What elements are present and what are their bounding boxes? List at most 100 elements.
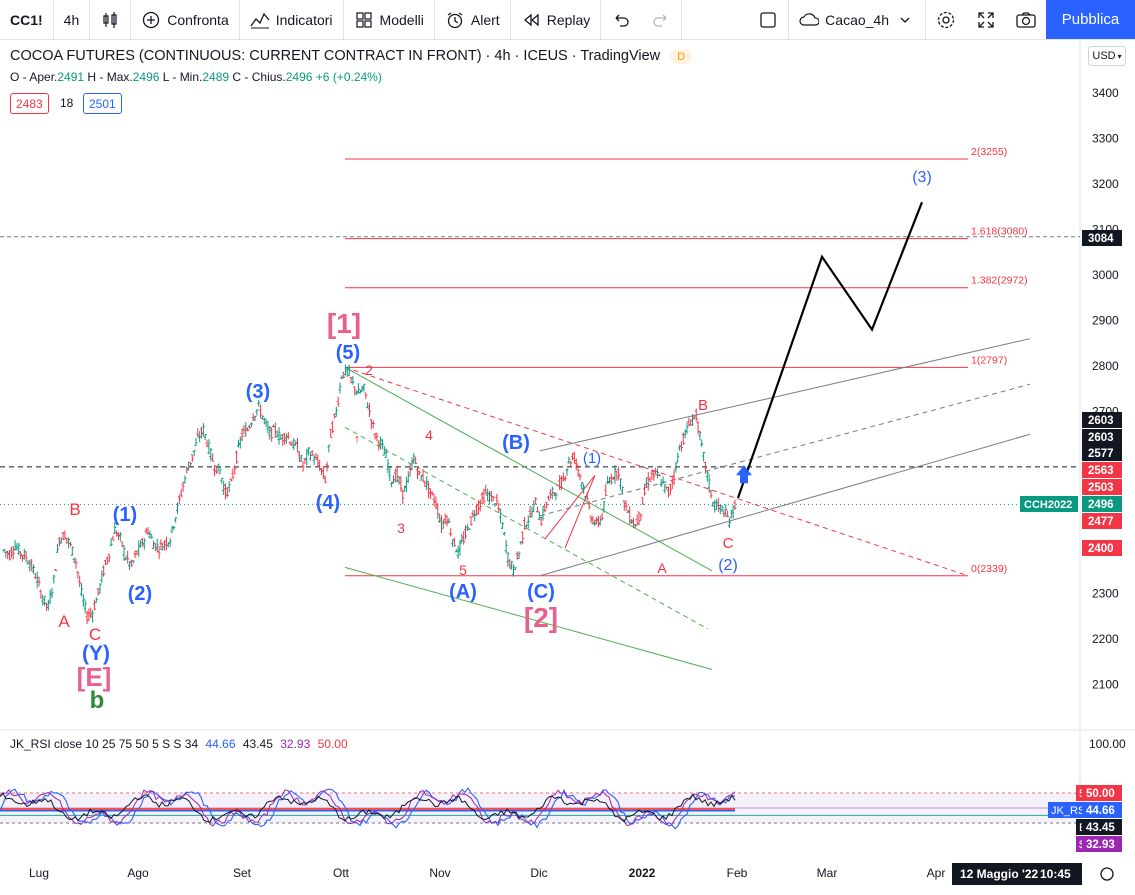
compare-button[interactable]: Confronta bbox=[131, 0, 240, 40]
wave-label: (4) bbox=[316, 492, 340, 514]
channel-line-green bbox=[344, 366, 713, 572]
plus-circle-icon bbox=[141, 10, 161, 30]
wave-label: (1) bbox=[113, 504, 137, 526]
price-tick-label: 3300 bbox=[1092, 132, 1119, 146]
price-tick-label: 2800 bbox=[1092, 359, 1119, 373]
wave-label: 4 bbox=[425, 427, 433, 443]
time-tick-label: Ott bbox=[333, 866, 350, 880]
fib-level-label: 1(2797) bbox=[971, 354, 1007, 366]
layout-name: Cacao_4h bbox=[825, 11, 889, 28]
wave-label: (2) bbox=[718, 557, 738, 574]
rsi-value-3: 32.93 bbox=[280, 737, 311, 751]
redo-button[interactable] bbox=[641, 0, 683, 40]
wave-label: (2) bbox=[128, 583, 152, 605]
price-badge-label: 3084 bbox=[1088, 233, 1114, 245]
compare-label: Confronta bbox=[167, 11, 229, 28]
top-toolbar: CC1! 4h Confronta Indicatori Modelli Ale… bbox=[0, 0, 1135, 40]
price-badge bbox=[1082, 230, 1122, 246]
settings-button[interactable] bbox=[926, 0, 966, 40]
publish-button[interactable]: Pubblica bbox=[1046, 0, 1135, 39]
wave-label: [E] bbox=[77, 662, 112, 692]
replay-button[interactable]: Replay bbox=[511, 0, 602, 40]
price-badge bbox=[1082, 412, 1122, 428]
fib-level-label: 1.382(2972) bbox=[971, 275, 1028, 287]
wave-label: A bbox=[58, 612, 70, 631]
snapshot-button[interactable] bbox=[1006, 0, 1046, 40]
close-value: 2496 bbox=[285, 70, 313, 84]
chart-type-button[interactable] bbox=[90, 0, 132, 40]
ohlc-values: O - Aper.2491 H - Max.2496 L - Min.2489 … bbox=[10, 70, 692, 84]
rsi-line-purple bbox=[0, 789, 736, 827]
currency-label: USD bbox=[1092, 50, 1116, 62]
time-cursor-label: 12 Maggio '22 bbox=[960, 867, 1039, 881]
main-pane-bg bbox=[0, 40, 1080, 730]
price-tick-label: 3400 bbox=[1092, 86, 1119, 100]
time-tick-label: Feb bbox=[727, 866, 748, 880]
wave-label: ↑ bbox=[354, 431, 361, 446]
time-axis[interactable]: Lug Ago Set Ott Nov Dic 2022 Feb Mar Apr 12 Maggio… bbox=[29, 863, 1114, 885]
price-tick-label: 3000 bbox=[1092, 268, 1119, 282]
close-label: C - Chius. bbox=[232, 70, 286, 84]
symbol-tag-label: CCH2022 bbox=[1024, 499, 1072, 511]
low-label: L - Min. bbox=[162, 70, 203, 84]
templates-button[interactable]: Modelli bbox=[344, 0, 435, 40]
alert-label: Alert bbox=[470, 11, 500, 28]
fullscreen-button[interactable] bbox=[966, 0, 1006, 40]
wave-label: C bbox=[89, 625, 101, 644]
wave-label: (C) bbox=[527, 581, 555, 603]
currency-select[interactable]: USD ▾ bbox=[1088, 46, 1126, 66]
price-axis[interactable]: 2100220023002400250026002700280029003000… bbox=[1020, 86, 1126, 852]
main-pane[interactable]: 2(3255) 1.618(3080) 1.382(2972) 1(2797) 0(23… bbox=[0, 40, 1135, 855]
low-value: 2489 bbox=[202, 70, 230, 84]
time-clock-label: 10:45 bbox=[1040, 867, 1071, 881]
fib-level-label: 2(3255) bbox=[971, 146, 1007, 158]
rsi-badge-label: 32.93 bbox=[1086, 839, 1115, 851]
price-badge bbox=[1082, 462, 1122, 478]
grid-icon bbox=[354, 10, 374, 30]
wave-label: (1) bbox=[583, 450, 601, 467]
rsi-value-2: 43.45 bbox=[242, 737, 273, 751]
rsi-tick-label: 100.00 bbox=[1089, 737, 1126, 751]
price-badge bbox=[1082, 513, 1122, 529]
zigzag-red bbox=[544, 474, 596, 549]
wave-label: A bbox=[657, 560, 667, 576]
alert-button[interactable]: Alert bbox=[435, 0, 511, 40]
redo-icon bbox=[651, 10, 671, 30]
fullscreen-layout-button[interactable] bbox=[748, 0, 790, 40]
channel-line-green-dashed bbox=[344, 426, 709, 630]
rsi-badge-label: 50.00 bbox=[1086, 788, 1115, 800]
indicators-icon bbox=[250, 10, 270, 30]
price-badge-label: 2577 bbox=[1088, 448, 1114, 460]
wave-label: (5) bbox=[336, 342, 360, 364]
chart-legend: COCOA FUTURES (CONTINUOUS: CURRENT CONTR… bbox=[10, 48, 693, 84]
layout-menu[interactable]: Cacao_4h bbox=[789, 0, 926, 40]
square-icon bbox=[758, 10, 778, 30]
chevron-down-icon bbox=[895, 10, 915, 30]
rsi-value-1: 44.66 bbox=[205, 737, 236, 751]
bid-badge[interactable]: 2483 bbox=[10, 93, 49, 114]
time-tick-label: Dic bbox=[530, 866, 547, 880]
wave-label: C bbox=[723, 535, 734, 552]
interval-button[interactable]: 4h bbox=[54, 0, 91, 40]
time-tick-label: Ago bbox=[127, 866, 149, 880]
symbol-search[interactable]: CC1! bbox=[0, 0, 54, 40]
rsi-line-black bbox=[0, 792, 736, 823]
expand-icon bbox=[976, 10, 996, 30]
change-value: +6 (+0.24%) bbox=[315, 70, 382, 84]
rsi-pane[interactable] bbox=[0, 787, 1080, 830]
forecast-path bbox=[736, 201, 924, 499]
time-tick-label: Lug bbox=[29, 866, 49, 880]
wave-label: [2] bbox=[524, 602, 558, 633]
wave-label: b bbox=[90, 687, 105, 714]
rsi-legend: JK_RSI close 10 25 75 50 5 S S 34 44.66 … bbox=[10, 737, 348, 751]
open-label: O - Aper. bbox=[10, 70, 58, 84]
price-badge bbox=[1082, 496, 1122, 512]
high-label: H - Max. bbox=[87, 70, 133, 84]
indicators-button[interactable]: Indicatori bbox=[240, 0, 344, 40]
price-badge-label: 2603 bbox=[1088, 415, 1114, 427]
ask-badge[interactable]: 2501 bbox=[83, 93, 122, 114]
gear-icon bbox=[1100, 867, 1114, 881]
undo-button[interactable] bbox=[601, 0, 641, 40]
wave-label: [1] bbox=[327, 308, 361, 339]
rsi-badge bbox=[1082, 802, 1122, 818]
